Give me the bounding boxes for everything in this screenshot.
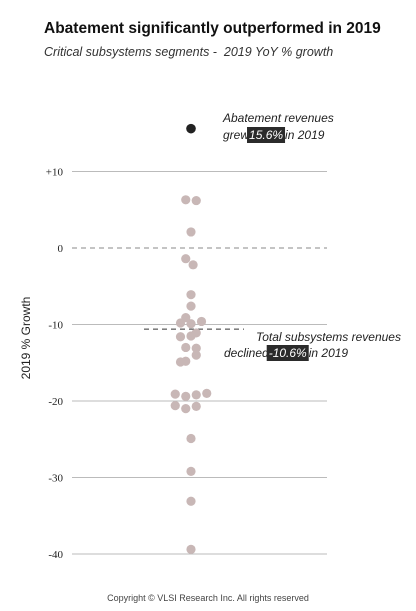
copyright-notice: Copyright © VLSI Research Inc. All right… <box>107 593 309 603</box>
growth-dot-plot: +10 0 -10 -20 -30 -40 2019 % Growth Abatement… <box>19 111 401 562</box>
highlight-value: -10.6% <box>269 346 307 360</box>
y-tick-label: -30 <box>48 473 63 485</box>
y-axis-label: 2019 % Growth <box>19 297 33 380</box>
gridlines <box>72 171 327 555</box>
segment-dot <box>191 343 201 353</box>
segment-dot <box>188 260 198 270</box>
segment-dot <box>191 195 201 206</box>
segment-dot <box>186 319 196 329</box>
segment-dot <box>186 544 196 555</box>
segment-dot <box>181 404 191 414</box>
abatement-dot <box>186 123 196 134</box>
segment-dot <box>186 433 196 444</box>
segment-dot <box>175 332 186 342</box>
segment-dot <box>186 496 196 506</box>
chart-subtitle: Critical subsystems segments - 2019 YoY … <box>44 45 334 59</box>
segment-dot <box>186 331 196 341</box>
annotation-text: declined <box>224 346 269 360</box>
segment-dot <box>186 290 196 300</box>
segment-dot <box>181 254 191 264</box>
annotation-1: Abatement revenues grew 15.6% in 2019 <box>222 111 334 143</box>
y-tick-label: 0 <box>58 243 64 255</box>
y-tick-label: -40 <box>48 549 63 561</box>
segment-dot <box>202 388 212 398</box>
segment-dot <box>191 401 201 411</box>
segment-dot <box>170 389 180 399</box>
annotation-2: Total subsystems revenues declined -10.6%… <box>224 330 401 361</box>
highlight-value: 15.6% <box>249 128 283 142</box>
segment-dot <box>191 390 201 400</box>
annotation-text: in 2019 <box>309 346 349 360</box>
highlight-box <box>247 127 286 143</box>
annotation-text: Abatement revenues <box>222 111 334 125</box>
highlight-box <box>266 345 309 361</box>
annotation-text: in 2019 <box>285 128 325 142</box>
segment-dot <box>186 466 196 476</box>
segment-dot <box>186 301 196 311</box>
y-tick-label: -10 <box>48 320 63 332</box>
segment-dot <box>181 195 191 205</box>
segment-dot <box>186 227 196 237</box>
y-tick-label: -20 <box>48 396 63 408</box>
y-axis-ticks: +10 0 -10 -20 -30 -40 <box>46 167 64 562</box>
segment-dot <box>191 350 201 360</box>
annotation-text: grew <box>223 128 250 142</box>
segment-dot <box>175 357 186 367</box>
segment-dot <box>196 316 207 327</box>
data-points <box>170 123 212 555</box>
annotation-text: Total subsystems revenues <box>256 330 401 344</box>
segment-dot <box>181 342 191 353</box>
chart-title: Abatement significantly outperformed in … <box>44 20 381 37</box>
segment-dot <box>175 318 186 328</box>
segment-dot <box>181 391 191 402</box>
segment-dot <box>170 400 180 411</box>
y-tick-label: +10 <box>46 167 64 179</box>
